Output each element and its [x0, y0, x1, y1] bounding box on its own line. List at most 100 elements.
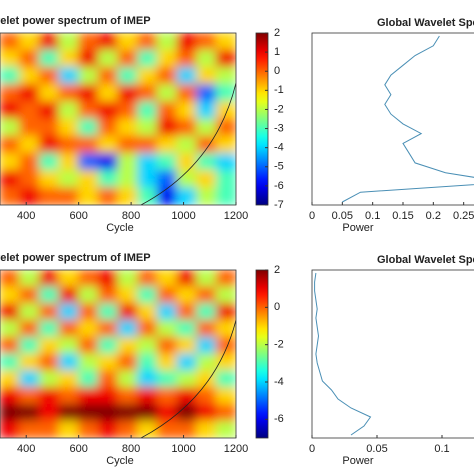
- heatmap-cell: [58, 33, 80, 51]
- heatmap-cell: [58, 66, 80, 86]
- heatmap-cell: [215, 387, 236, 405]
- power-line: [314, 272, 372, 436]
- heatmap-cell: [137, 270, 158, 288]
- colorbar-tick-label: -6: [274, 413, 284, 425]
- heatmap-cell: [19, 270, 40, 288]
- heatmap-cell: [0, 286, 21, 305]
- heatmap-cell: [78, 319, 99, 338]
- heatmap-cell: [78, 49, 99, 68]
- heatmap-cell: [137, 353, 158, 372]
- heatmap-cell: [38, 319, 60, 338]
- colorbar: [255, 269, 269, 439]
- colorbar-tick-label: -4: [274, 376, 284, 388]
- heatmap-cell: [97, 270, 119, 288]
- heatmap-cell: [19, 187, 40, 205]
- heatmap-cell: [117, 152, 139, 172]
- heatmap-cell: [38, 101, 60, 120]
- heatmap-cell: [38, 286, 60, 305]
- heatmap-cell: [156, 84, 178, 103]
- x-tick-label: 0.05: [332, 210, 353, 222]
- heatmap-cell: [78, 66, 99, 86]
- heatmap-cell: [78, 403, 99, 422]
- heatmap-cell: [156, 101, 178, 120]
- heatmap-cell: [196, 370, 217, 389]
- heatmap-cell: [38, 370, 60, 389]
- heatmap-cell: [78, 353, 99, 372]
- heatmap-cell: [196, 420, 217, 438]
- line-title: Global Wavelet Spectrum: [377, 254, 474, 266]
- heatmap-cell: [176, 33, 198, 51]
- heatmap-cell: [58, 403, 80, 422]
- x-tick-label: 600: [69, 443, 87, 455]
- heatmap-cell: [176, 336, 198, 355]
- x-tick-label: 400: [17, 443, 35, 455]
- heatmap-cell: [176, 353, 198, 372]
- heatmap-cell: [176, 303, 198, 321]
- heatmap-cell: [58, 353, 80, 372]
- heatmap-cell: [38, 336, 60, 355]
- heatmap-cell: [156, 49, 178, 68]
- heatmap-cell: [58, 270, 80, 288]
- heatmap-cell: [215, 84, 236, 103]
- heatmap-cell: [97, 101, 119, 120]
- heatmap-cell: [196, 101, 217, 120]
- heatmap-cell: [156, 286, 178, 305]
- heatmap-cell: [58, 84, 80, 103]
- heatmap-cell: [97, 420, 119, 438]
- heatmap-cell: [78, 336, 99, 355]
- heatmap-cell: [78, 33, 99, 51]
- heatmap-cell: [0, 387, 21, 405]
- heatmap-cell: [19, 135, 40, 154]
- heatmap-cell: [58, 49, 80, 68]
- x-tick-label: 0.05: [366, 443, 387, 455]
- heatmap-cell: [156, 336, 178, 355]
- heatmap-cell: [97, 66, 119, 86]
- heatmap-cell: [38, 403, 60, 422]
- heatmap-cells: [0, 270, 236, 438]
- heatmap-cell: [97, 135, 119, 154]
- heatmap-cell: [215, 353, 236, 372]
- heatmap-cell: [156, 135, 178, 154]
- heatmap-cell: [215, 403, 236, 422]
- heatmap-cell: [196, 336, 217, 355]
- heatmap-cell: [38, 135, 60, 154]
- heatmap-cell: [215, 152, 236, 172]
- heatmap-cell: [117, 353, 139, 372]
- heatmap-cell: [176, 370, 198, 389]
- colorbar-tick-label: 2: [274, 264, 280, 276]
- heatmap-cell: [156, 152, 178, 172]
- heatmap-cell: [117, 420, 139, 438]
- heatmap-cell: [58, 387, 80, 405]
- heatmap-cell: [137, 84, 158, 103]
- heatmap-cell: [176, 170, 198, 189]
- heatmap-cell: [176, 66, 198, 86]
- x-tick-label: 0.1: [365, 210, 380, 222]
- heatmap-cell: [137, 336, 158, 355]
- heatmap-cell: [0, 187, 21, 205]
- heatmap-cell: [58, 135, 80, 154]
- heatmap-cell: [117, 66, 139, 86]
- heatmap-cell: [117, 33, 139, 51]
- heatmap-cell: [137, 135, 158, 154]
- heatmap-cell: [137, 101, 158, 120]
- colorbar-tick-label: -2: [274, 339, 284, 351]
- heatmap-cell: [117, 370, 139, 389]
- heatmap-cell: [19, 370, 40, 389]
- heatmap-cell: [58, 319, 80, 338]
- heatmap-cell: [215, 33, 236, 51]
- colorbar-tick-label: -2: [274, 103, 284, 115]
- heatmap-cell: [176, 319, 198, 338]
- heatmap-cell: [117, 187, 139, 205]
- heatmap-cell: [215, 135, 236, 154]
- x-tick-label: 0.2: [426, 210, 441, 222]
- heatmap-cell: [156, 270, 178, 288]
- heatmap-cell: [196, 270, 217, 288]
- heatmap-cell: [117, 135, 139, 154]
- heatmap-cell: [58, 101, 80, 120]
- x-tick-label: 0.1: [434, 443, 449, 455]
- heatmap-cell: [0, 370, 21, 389]
- heatmap-cell: [78, 286, 99, 305]
- heatmap-cell: [156, 420, 178, 438]
- heatmap-cell: [137, 187, 158, 205]
- x-tick-label: 0: [309, 443, 315, 455]
